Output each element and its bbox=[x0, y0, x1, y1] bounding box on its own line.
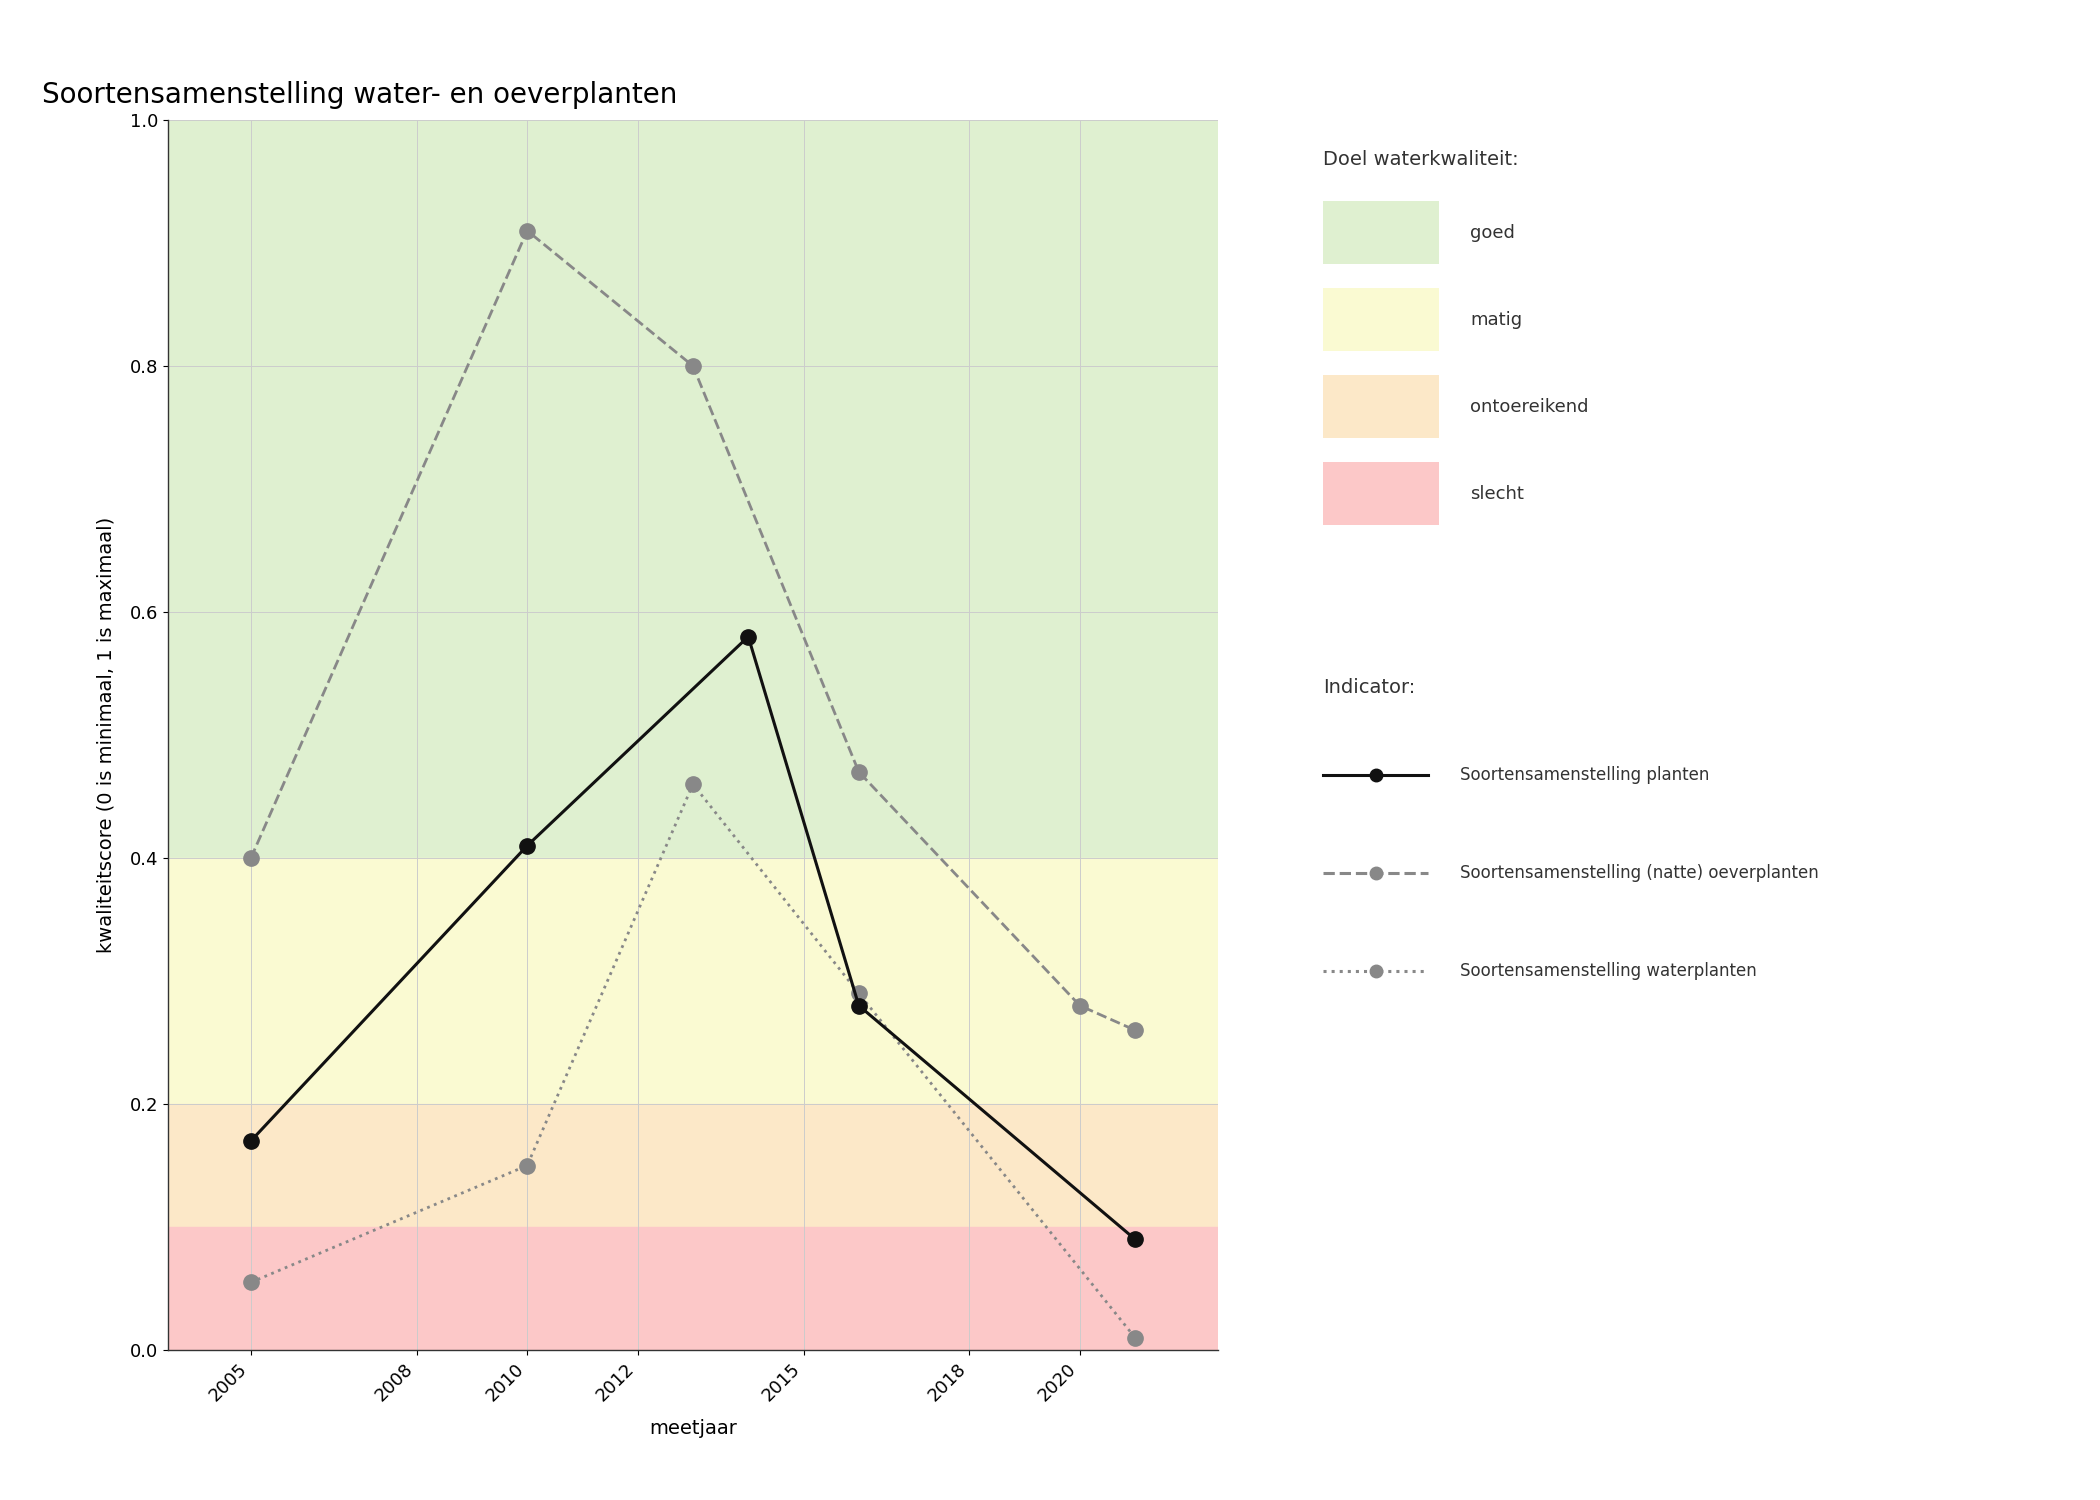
Text: Indicator:: Indicator: bbox=[1323, 678, 1415, 698]
Bar bbox=[168, 1104, 1218, 1227]
Text: slecht: slecht bbox=[1470, 484, 1525, 502]
Text: Soortensamenstelling waterplanten: Soortensamenstelling waterplanten bbox=[1460, 962, 1756, 980]
Text: Soortensamenstelling (natte) oeverplanten: Soortensamenstelling (natte) oeverplante… bbox=[1460, 864, 1819, 882]
Text: Soortensamenstelling planten: Soortensamenstelling planten bbox=[1460, 766, 1709, 784]
Text: matig: matig bbox=[1470, 310, 1522, 328]
Text: Doel waterkwaliteit:: Doel waterkwaliteit: bbox=[1323, 150, 1518, 170]
Y-axis label: kwaliteitscore (0 is minimaal, 1 is maximaal): kwaliteitscore (0 is minimaal, 1 is maxi… bbox=[97, 518, 116, 952]
Bar bbox=[168, 120, 1218, 858]
X-axis label: meetjaar: meetjaar bbox=[649, 1419, 737, 1437]
Text: ontoereikend: ontoereikend bbox=[1470, 398, 1588, 416]
Bar bbox=[168, 858, 1218, 1104]
Bar bbox=[168, 1227, 1218, 1350]
Text: goed: goed bbox=[1470, 224, 1514, 242]
Text: Soortensamenstelling water- en oeverplanten: Soortensamenstelling water- en oeverplan… bbox=[42, 81, 678, 110]
